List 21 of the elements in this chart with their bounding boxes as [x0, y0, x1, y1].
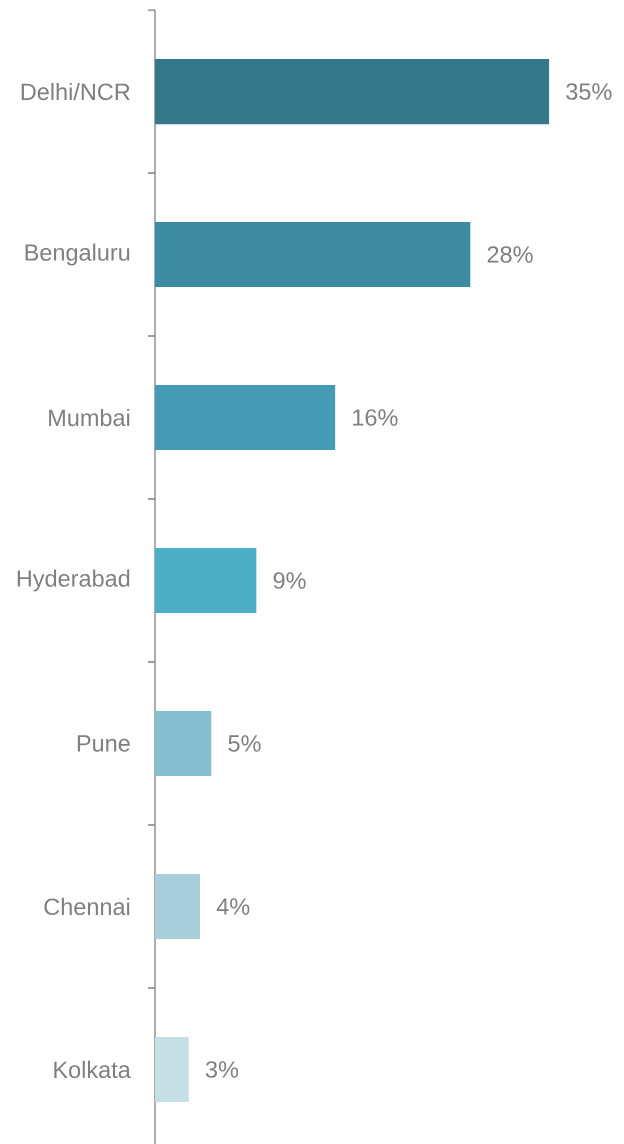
bar [155, 1036, 189, 1103]
data-label: 3% [205, 1061, 239, 1078]
bar [155, 547, 257, 614]
y-tick-label: Chennai [44, 897, 130, 916]
bar [155, 221, 471, 288]
data-label: 4% [216, 898, 250, 915]
y-tick-label: Kolkata [54, 1060, 131, 1079]
data-label: 5% [228, 735, 261, 752]
y-tick-label: Hyderabad [17, 569, 130, 592]
data-label: 35% [566, 83, 612, 100]
bar [155, 873, 201, 940]
y-tick-label: Delhi/NCR [21, 82, 130, 101]
bar [155, 58, 550, 125]
bar [155, 710, 212, 777]
data-label: 28% [487, 246, 533, 263]
bar [155, 384, 336, 451]
data-label: 16% [353, 409, 398, 426]
y-tick-label: Bengaluru [25, 243, 130, 266]
y-tick-label: Pune [77, 735, 130, 752]
y-tick-label: Mumbai [49, 408, 130, 427]
data-label: 9% [273, 572, 306, 589]
